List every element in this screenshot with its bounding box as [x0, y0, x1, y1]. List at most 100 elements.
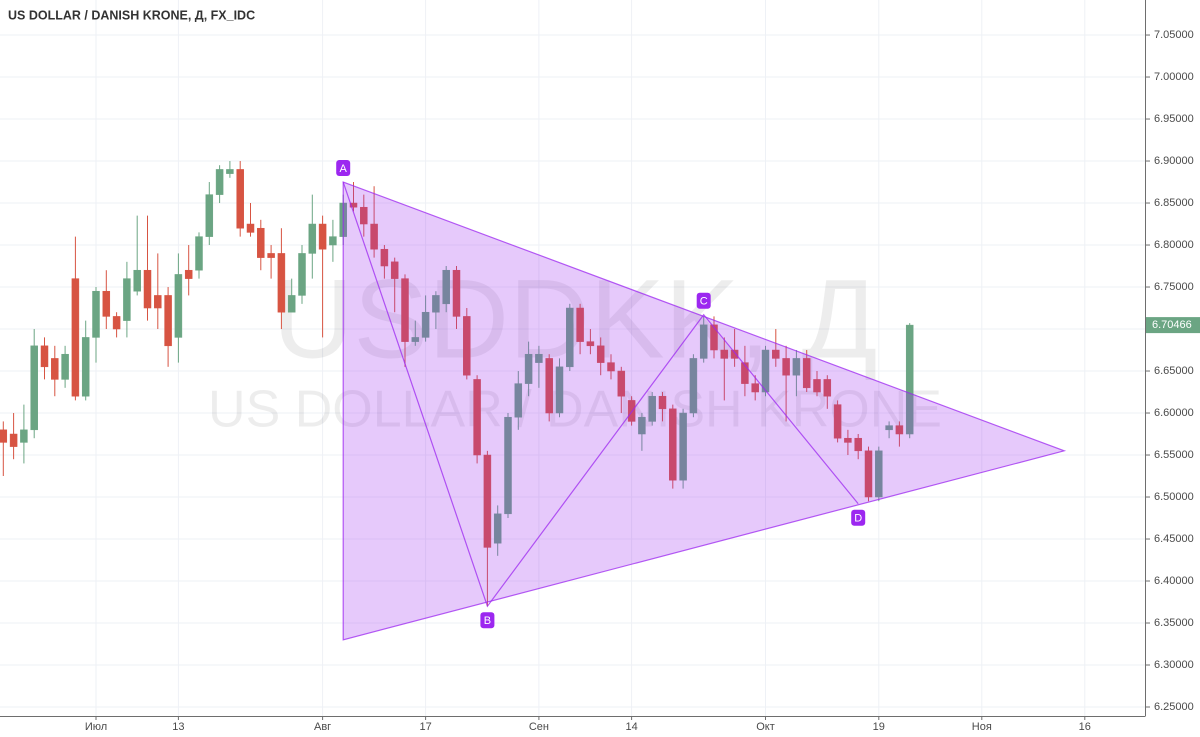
y-tick-label: 6.35000 — [1154, 617, 1194, 629]
candle-body — [864, 450, 873, 498]
candle-body — [833, 404, 842, 439]
candle-body — [617, 370, 626, 397]
candle-body — [782, 358, 790, 376]
candle-body — [566, 307, 574, 368]
price-axis-bg — [1146, 0, 1200, 737]
candle-body — [81, 337, 90, 397]
candle-body — [710, 324, 718, 351]
candle-body — [226, 169, 234, 174]
candle-body — [267, 253, 275, 258]
candle-body — [71, 278, 80, 397]
candle-body — [174, 274, 183, 338]
candle-body — [844, 437, 852, 443]
abcd-line — [342, 181, 859, 608]
candle-body — [30, 345, 38, 431]
candle-body — [638, 416, 646, 435]
x-tick-label: Ноя — [972, 721, 992, 733]
chart-title: US DOLLAR / DANISH KRONE, Д, FX_IDC — [8, 8, 255, 22]
candle-body — [51, 358, 59, 380]
y-tick-label: 6.60000 — [1154, 407, 1194, 419]
x-tick-label: Июл — [85, 721, 107, 733]
candle-body — [586, 341, 595, 347]
triangle-pattern — [342, 181, 1067, 641]
candle-body — [885, 425, 893, 431]
candle-body — [493, 513, 502, 544]
candle-body — [20, 429, 28, 443]
y-tick-label: 6.55000 — [1154, 449, 1194, 461]
candle-body — [772, 349, 780, 359]
point-label: A — [340, 163, 348, 175]
x-tick-label: Авг — [314, 721, 331, 733]
candle-body — [61, 353, 69, 380]
y-tick-label: 6.85000 — [1154, 197, 1194, 209]
x-tick-label: 16 — [1079, 721, 1091, 733]
x-tick-label: 14 — [625, 721, 637, 733]
candle-body — [535, 353, 543, 363]
y-tick-label: 6.40000 — [1154, 575, 1194, 587]
y-tick-label: 6.65000 — [1154, 365, 1194, 377]
candle-body — [802, 358, 811, 389]
candle-body — [0, 429, 8, 443]
candle-body — [823, 379, 832, 397]
candle-body — [360, 206, 368, 225]
candle-body — [699, 324, 708, 359]
candle-body — [432, 295, 440, 313]
candle-body — [133, 269, 141, 292]
candle-body — [607, 362, 615, 372]
candle-body — [905, 324, 914, 435]
candle-body — [576, 307, 584, 342]
y-tick-label: 6.50000 — [1154, 491, 1194, 503]
x-tick-label: Окт — [756, 721, 775, 733]
candle-body — [164, 295, 172, 347]
candle-body — [813, 379, 821, 393]
point-label: C — [700, 296, 708, 308]
time-axis-bg — [0, 716, 1200, 737]
candle-body — [648, 395, 656, 422]
candle-body — [761, 349, 770, 393]
candle-body — [195, 236, 203, 271]
candle-body — [720, 349, 729, 359]
candle-body — [854, 437, 862, 452]
candle-body — [483, 454, 492, 548]
point-label: B — [484, 615, 491, 627]
candle-body — [349, 202, 358, 208]
candle-body — [792, 358, 801, 376]
candle-body — [442, 269, 450, 305]
candle-body — [411, 337, 420, 342]
y-tick-label: 6.45000 — [1154, 533, 1194, 545]
y-tick-label: 6.75000 — [1154, 281, 1194, 293]
y-tick-label: 7.05000 — [1154, 29, 1194, 41]
candle-body — [658, 395, 667, 410]
candle-body — [524, 353, 533, 384]
y-tick-label: 6.80000 — [1154, 239, 1194, 251]
candle-body — [257, 227, 265, 258]
last-price-label: 6.70466 — [1152, 319, 1192, 331]
x-tick-label: 13 — [172, 721, 184, 733]
y-tick-label: 7.00000 — [1154, 71, 1194, 83]
watermark: USDDKK, Д — [273, 257, 878, 382]
candle-body — [452, 269, 461, 317]
x-tick-label: 19 — [873, 721, 885, 733]
candle-body — [679, 412, 687, 481]
candle-body — [123, 278, 131, 321]
pattern: A B C D — [336, 160, 1067, 641]
candle-body — [380, 248, 389, 267]
candle-body — [555, 366, 564, 414]
candle-body — [102, 290, 111, 317]
x-tick-label: Сен — [529, 721, 549, 733]
candle-body — [9, 433, 18, 447]
candle-body — [329, 236, 337, 246]
point-label: D — [854, 513, 862, 525]
x-tick-label: 17 — [419, 721, 431, 733]
y-tick-label: 6.90000 — [1154, 155, 1194, 167]
candle-body — [318, 223, 327, 250]
candle-body — [236, 169, 244, 229]
candle-body — [390, 261, 399, 279]
candle-body — [154, 295, 162, 309]
candle-body — [298, 253, 306, 296]
candle-body — [215, 169, 224, 195]
candle-body — [246, 223, 255, 233]
candle-body — [277, 253, 286, 313]
